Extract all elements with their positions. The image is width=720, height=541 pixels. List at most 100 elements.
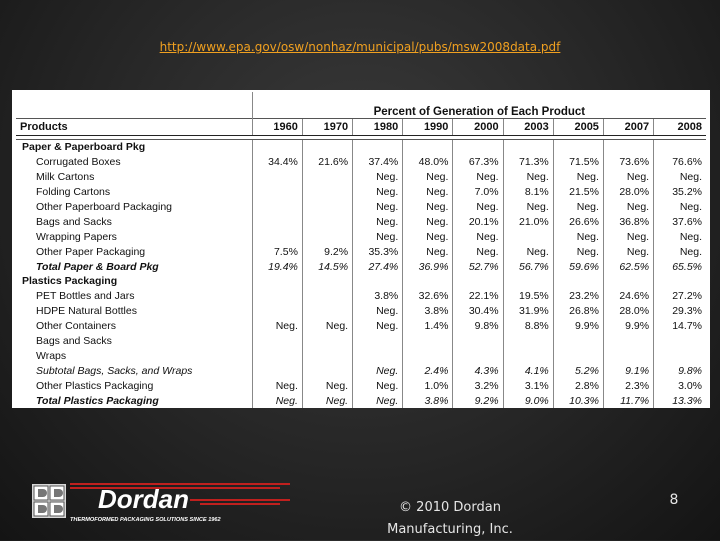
- table-cell: [352, 139, 403, 155]
- table-cell: [251, 333, 303, 349]
- table-cell: Neg.: [402, 199, 453, 215]
- table-cell: 4.3%: [452, 363, 504, 379]
- table-cell: 3.2%: [452, 378, 504, 394]
- dordan-logo-graphic: Dordan THERMOFORMED PACKAGING SOLUTIONS …: [32, 483, 290, 523]
- table-cell: [301, 333, 353, 349]
- table-cell: Neg.: [602, 199, 654, 215]
- table-cell: [352, 348, 403, 364]
- table-cell: 59.6%: [552, 259, 604, 275]
- table-cell: [352, 274, 403, 289]
- table-cell: [602, 274, 654, 289]
- year-header-2005: 2005: [552, 118, 604, 136]
- table-cell: [552, 333, 604, 349]
- table-cell: 19.4%: [251, 259, 303, 275]
- table-cell: [251, 363, 303, 379]
- table-cell: Neg.: [352, 363, 403, 379]
- table-cell: Neg.: [502, 244, 554, 260]
- row-label: Total Paper & Board Pkg: [36, 260, 159, 273]
- table-cell: 14.5%: [301, 259, 353, 275]
- year-header-2003: 2003: [502, 118, 554, 136]
- table-cell: Neg.: [602, 244, 654, 260]
- dordan-logo: Dordan THERMOFORMED PACKAGING SOLUTIONS …: [30, 480, 292, 524]
- table-cell: [402, 139, 453, 155]
- logo-tagline: THERMOFORMED PACKAGING SOLUTIONS SINCE 1…: [70, 517, 222, 523]
- table-cell: [251, 288, 303, 304]
- table-cell: Neg.: [352, 214, 403, 230]
- table-cell: 3.0%: [653, 378, 706, 394]
- table-cell: 3.8%: [402, 393, 453, 408]
- table-row: Other Paperboard Packaging Neg. Neg. Neg. Ne…: [16, 199, 706, 215]
- row-label: HDPE Natural Bottles: [36, 305, 137, 318]
- table-cell: [301, 229, 353, 245]
- table-cell: Neg.: [502, 199, 554, 215]
- table-cell: Neg.: [251, 393, 303, 408]
- table-cell: Neg.: [352, 169, 403, 185]
- table-cell: Neg.: [402, 184, 453, 200]
- table-cell: 2.4%: [402, 363, 453, 379]
- table-cell: 35.2%: [653, 184, 706, 200]
- table-cell: [402, 274, 453, 289]
- products-header: Products: [16, 118, 253, 136]
- copyright-line-2: Manufacturing, Inc.: [387, 522, 513, 537]
- row-label: Subtotal Bags, Sacks, and Wraps: [36, 364, 193, 377]
- table-cell: [251, 229, 303, 245]
- table-cell: 62.5%: [602, 259, 654, 275]
- table-cell: [452, 333, 504, 349]
- table-cell: 2.3%: [602, 378, 654, 394]
- table-cell: 32.6%: [402, 288, 453, 304]
- table-cell: 21.6%: [301, 154, 353, 170]
- table-cell: [301, 363, 353, 379]
- table-body: Paper & Paperboard Pkg Corrugated Boxes 34…: [16, 139, 706, 408]
- table-cell: Neg.: [352, 184, 403, 200]
- table-cell: [502, 333, 554, 349]
- table-cell: 24.6%: [602, 288, 654, 304]
- table-cell: [552, 139, 604, 155]
- table-cell: [251, 348, 303, 364]
- table-cell: 10.3%: [552, 393, 604, 408]
- table-cell: [301, 274, 353, 289]
- table-row: Total Plastics Packaging Neg. Neg. Neg. 3.8%…: [16, 393, 706, 408]
- row-label: Other Paperboard Packaging: [36, 201, 173, 213]
- table-cell: Neg.: [251, 378, 303, 394]
- table-cell: 9.8%: [653, 363, 706, 379]
- table-cell: 9.2%: [301, 244, 353, 260]
- table-cell: 13.3%: [653, 393, 706, 408]
- table-cell: 37.4%: [352, 154, 403, 170]
- table-cell: Neg.: [402, 214, 453, 230]
- table-cell: 71.3%: [502, 154, 554, 170]
- source-url[interactable]: http://www.epa.gov/osw/nonhaz/municipal/…: [159, 40, 561, 54]
- table-row: Wraps: [16, 348, 706, 364]
- year-header-2008: 2008: [653, 118, 706, 136]
- table-cell: Neg.: [653, 244, 706, 260]
- table-cell: 27.2%: [653, 288, 706, 304]
- table-cell: 26.8%: [552, 303, 604, 319]
- table-row: Paper & Paperboard Pkg: [16, 139, 706, 155]
- table-cell: 9.8%: [452, 318, 504, 334]
- table-cell: Neg.: [301, 393, 353, 408]
- table-cell: 30.4%: [452, 303, 504, 319]
- row-label: Bags and Sacks: [36, 215, 112, 228]
- table-cell: Neg.: [653, 169, 706, 185]
- table-cell: 56.7%: [502, 259, 554, 275]
- table-cell: 3.8%: [352, 288, 403, 304]
- row-label: Paper & Paperboard Pkg: [22, 141, 146, 154]
- table-cell: Neg.: [352, 199, 403, 215]
- table-cell: Neg.: [552, 199, 604, 215]
- table-cell: [251, 274, 303, 289]
- table-cell: [251, 199, 303, 215]
- header-spacer: [16, 92, 252, 119]
- table-row: Folding Cartons Neg. Neg. 7.0% 8.1% 21.5% 28.0…: [16, 184, 706, 200]
- table-cell: [301, 184, 353, 200]
- copyright-line-1: © 2010 Dordan: [399, 500, 501, 515]
- table-cell: [502, 274, 554, 289]
- row-label: Other Paper Packaging: [36, 245, 146, 258]
- table-cell: 14.7%: [653, 318, 706, 334]
- table-cell: Neg.: [602, 229, 654, 245]
- table-cell: [602, 139, 654, 155]
- table-cell: [251, 169, 303, 185]
- group-header: Percent of Generation of Each Product: [251, 92, 706, 119]
- table-row: PET Bottles and Jars 3.8% 32.6% 22.1% 19.5% 2…: [16, 288, 706, 304]
- table-row: Bags and Sacks Neg. Neg. 20.1% 21.0% 26.6% 36.…: [16, 214, 706, 230]
- row-label: Bags and Sacks: [36, 335, 112, 348]
- table-cell: 67.3%: [452, 154, 504, 170]
